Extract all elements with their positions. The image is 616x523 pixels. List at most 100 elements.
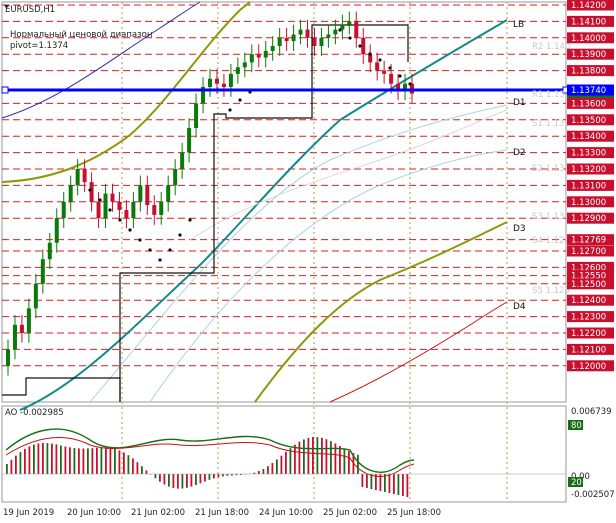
price-label: 1.12600 <box>571 263 606 273</box>
price-axis[interactable]: 1.14200 1.14100 1.14000 1.13900 1.13800 1.136… <box>567 0 614 372</box>
price-label: 1.12900 <box>571 214 606 224</box>
ao-bar <box>222 474 224 477</box>
ao-bar <box>10 459 13 474</box>
candle-body <box>19 324 24 333</box>
light-blue-line-1 <box>89 104 508 403</box>
ao-bar <box>100 447 103 474</box>
sar-dot <box>88 188 92 192</box>
ao-bar <box>132 458 134 474</box>
candle-body <box>96 201 101 219</box>
candle-body <box>12 324 17 350</box>
candle-body <box>284 37 289 42</box>
ao-bar <box>262 468 265 474</box>
candle-body <box>263 50 268 58</box>
candle-body <box>256 54 261 58</box>
sar-dot <box>378 58 382 62</box>
ao-bar <box>82 448 85 474</box>
price-label: 1.12550 <box>571 272 606 282</box>
oscillator-pane-frame <box>1 405 567 503</box>
price-label: 1.13500 <box>571 116 606 126</box>
ao-bar <box>285 451 287 474</box>
ao-bar <box>294 444 296 474</box>
sar-dot <box>348 36 352 40</box>
grey-line <box>189 109 508 241</box>
horizontal-grid <box>2 4 566 367</box>
price-tag <box>567 294 614 306</box>
candle-body <box>214 78 219 84</box>
price-tag <box>567 163 614 175</box>
candle-body <box>347 21 352 25</box>
price-tag <box>567 196 614 208</box>
ao-second-line <box>5 437 415 477</box>
sar-dot <box>168 248 172 252</box>
candle-body <box>354 21 359 38</box>
sar-dot <box>228 108 232 112</box>
candle-body <box>319 37 324 46</box>
price-label: 1.13600 <box>571 99 606 109</box>
ao-bar <box>96 447 98 474</box>
sar-dot <box>148 248 152 252</box>
price-label: 1.12769 <box>571 236 606 246</box>
ao-bar <box>55 444 58 474</box>
price-label: 1.12000 <box>571 362 606 372</box>
time-label-6: 25 Jun 18:00 <box>387 508 441 518</box>
ao-bar <box>321 437 323 474</box>
ao-bar <box>393 474 395 494</box>
ao-bar <box>73 448 76 474</box>
price-label: 1.12700 <box>571 247 606 257</box>
ao-bar <box>37 443 40 474</box>
candle-body <box>235 67 240 74</box>
ao-scale-top: 0.006739 <box>571 407 612 417</box>
ao-bar <box>406 474 409 497</box>
pivot-handle-left[interactable] <box>1 86 9 94</box>
ao-bar <box>69 447 71 474</box>
collapse-arrow-icon[interactable] <box>4 5 9 9</box>
ao-bar <box>199 474 202 484</box>
price-label: 1.13800 <box>571 67 606 77</box>
ao-bar <box>289 448 292 474</box>
ao-bar <box>136 462 139 474</box>
price-tag <box>567 360 614 372</box>
ao-bar <box>172 474 175 489</box>
ao-bar <box>19 452 22 474</box>
candle-body <box>389 73 394 84</box>
symbol-title: EURUSD,H1 <box>5 5 55 15</box>
sar-dot <box>108 208 112 212</box>
ao-bar <box>91 448 94 474</box>
ao-signal-line <box>5 428 415 473</box>
sar-dot <box>138 238 142 242</box>
ao-bar <box>361 474 364 487</box>
time-label-0: 19 Jun 2019 <box>3 508 54 518</box>
price-tag <box>567 15 614 27</box>
ao-bar <box>186 474 188 488</box>
candle-body <box>382 70 387 74</box>
candle-body <box>305 29 310 38</box>
upper-channel-line <box>1 1 201 119</box>
candle-body <box>103 193 108 219</box>
ao-bar <box>375 474 377 490</box>
ao-bar <box>154 474 157 479</box>
price-tag <box>567 65 614 77</box>
candle-body <box>375 62 380 71</box>
price-tag <box>567 245 614 257</box>
time-label-4: 24 Jun 10:00 <box>259 508 313 518</box>
ao-bar <box>141 466 143 474</box>
ao-bar <box>15 455 17 474</box>
ao-bar <box>28 446 31 474</box>
ao-bar <box>303 439 305 474</box>
candlesticks <box>6 11 414 376</box>
ao-bar <box>217 474 220 478</box>
price-label: 1.12500 <box>571 280 606 290</box>
price-label: 1.13200 <box>571 165 606 175</box>
price-tag <box>567 311 614 323</box>
ao-title: AO -0.002985 <box>5 408 64 418</box>
time-label-2: 21 Jun 02:00 <box>131 508 185 518</box>
olive-lower-line <box>254 221 508 403</box>
candle-body <box>124 210 129 219</box>
candle-body <box>110 193 115 202</box>
candle-body <box>166 185 171 202</box>
time-axis[interactable]: 19 Jun 2019 20 Jun 10:00 21 Jun 02:00 21… <box>3 508 441 518</box>
price-tag <box>567 32 614 44</box>
